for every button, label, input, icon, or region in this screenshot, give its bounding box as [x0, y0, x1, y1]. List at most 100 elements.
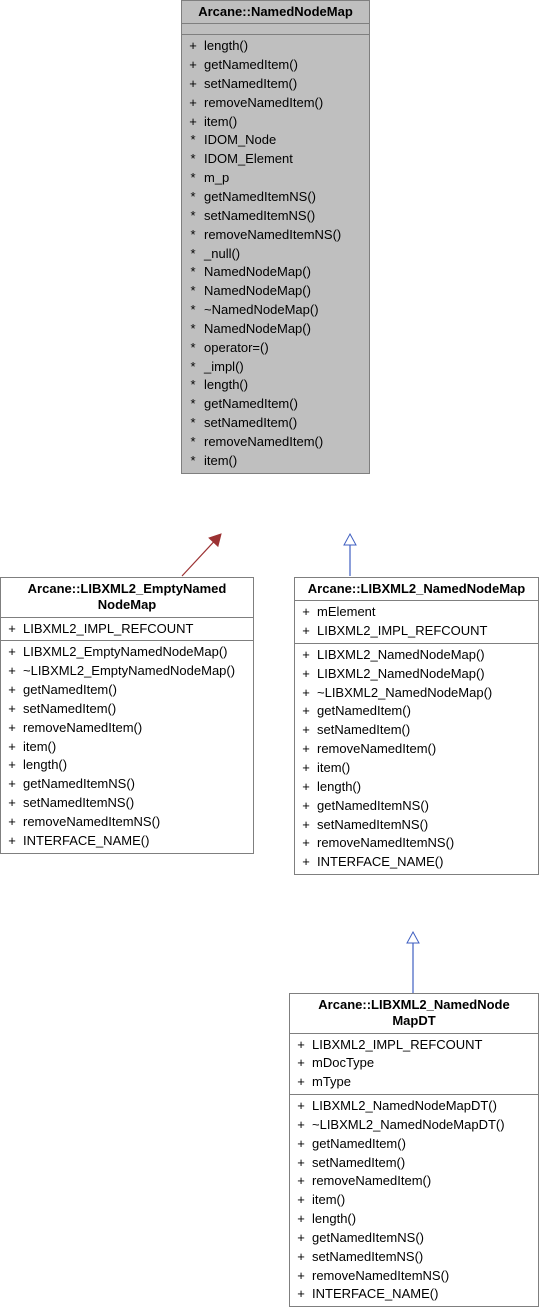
- method-row: +~LIBXML2_NamedNodeMap(): [295, 684, 538, 703]
- visibility-symbol: +: [295, 834, 317, 853]
- method-row: +length(): [1, 756, 253, 775]
- class-box-dt[interactable]: Arcane::LIBXML2_NamedNode MapDT+LIBXML2_…: [289, 993, 539, 1307]
- member-name: _impl(): [204, 358, 369, 377]
- attributes-section: [182, 24, 369, 35]
- visibility-symbol: +: [295, 702, 317, 721]
- member-name: getNamedItem(): [312, 1135, 538, 1154]
- class-box-nnm[interactable]: Arcane::LIBXML2_NamedNodeMap+mElement+LI…: [294, 577, 539, 875]
- visibility-symbol: *: [182, 376, 204, 395]
- visibility-symbol: +: [290, 1191, 312, 1210]
- visibility-symbol: *: [182, 282, 204, 301]
- member-name: removeNamedItem(): [23, 719, 253, 738]
- visibility-symbol: *: [182, 358, 204, 377]
- visibility-symbol: +: [290, 1036, 312, 1055]
- attribute-row: +LIBXML2_IMPL_REFCOUNT: [290, 1036, 538, 1055]
- visibility-symbol: +: [290, 1154, 312, 1173]
- visibility-symbol: *: [182, 301, 204, 320]
- visibility-symbol: *: [182, 263, 204, 282]
- visibility-symbol: *: [182, 245, 204, 264]
- member-name: LIBXML2_EmptyNamedNodeMap(): [23, 643, 253, 662]
- arrowhead-icon: [209, 534, 221, 546]
- member-name: removeNamedItemNS(): [312, 1267, 538, 1286]
- method-row: *operator=(): [182, 339, 369, 358]
- method-row: *removeNamedItemNS(): [182, 226, 369, 245]
- member-name: setNamedItemNS(): [23, 794, 253, 813]
- member-name: setNamedItem(): [312, 1154, 538, 1173]
- visibility-symbol: *: [182, 188, 204, 207]
- method-row: +removeNamedItemNS(): [1, 813, 253, 832]
- attribute-row: +LIBXML2_IMPL_REFCOUNT: [1, 620, 253, 639]
- method-row: +getNamedItemNS(): [1, 775, 253, 794]
- method-row: *removeNamedItem(): [182, 433, 369, 452]
- member-name: setNamedItem(): [23, 700, 253, 719]
- member-name: m_p: [204, 169, 369, 188]
- method-row: *getNamedItemNS(): [182, 188, 369, 207]
- member-name: NamedNodeMap(): [204, 282, 369, 301]
- member-name: INTERFACE_NAME(): [317, 853, 538, 872]
- member-name: item(): [23, 738, 253, 757]
- visibility-symbol: +: [295, 853, 317, 872]
- visibility-symbol: +: [290, 1054, 312, 1073]
- member-name: removeNamedItemNS(): [317, 834, 538, 853]
- member-name: ~LIBXML2_EmptyNamedNodeMap(): [23, 662, 253, 681]
- visibility-symbol: *: [182, 433, 204, 452]
- class-box-empty[interactable]: Arcane::LIBXML2_EmptyNamed NodeMap+LIBXM…: [0, 577, 254, 854]
- member-name: IDOM_Element: [204, 150, 369, 169]
- visibility-symbol: *: [182, 150, 204, 169]
- visibility-symbol: +: [182, 37, 204, 56]
- member-name: LIBXML2_NamedNodeMap(): [317, 665, 538, 684]
- member-name: _null(): [204, 245, 369, 264]
- method-row: +item(): [1, 738, 253, 757]
- visibility-symbol: +: [290, 1073, 312, 1092]
- visibility-symbol: *: [182, 339, 204, 358]
- class-title: Arcane::LIBXML2_NamedNodeMap: [295, 578, 538, 601]
- member-name: setNamedItemNS(): [312, 1248, 538, 1267]
- methods-section: +LIBXML2_NamedNodeMapDT()+~LIBXML2_Named…: [290, 1095, 538, 1306]
- class-title: Arcane::LIBXML2_NamedNode MapDT: [290, 994, 538, 1034]
- attributes-section: +LIBXML2_IMPL_REFCOUNT+mDocType+mType: [290, 1034, 538, 1096]
- visibility-symbol: +: [1, 756, 23, 775]
- method-row: +removeNamedItem(): [290, 1172, 538, 1191]
- method-row: +~LIBXML2_EmptyNamedNodeMap(): [1, 662, 253, 681]
- method-row: *getNamedItem(): [182, 395, 369, 414]
- member-name: setNamedItem(): [317, 721, 538, 740]
- visibility-symbol: +: [295, 797, 317, 816]
- attribute-row: +mElement: [295, 603, 538, 622]
- method-row: +length(): [182, 37, 369, 56]
- attribute-row: +LIBXML2_IMPL_REFCOUNT: [295, 622, 538, 641]
- visibility-symbol: +: [1, 620, 23, 639]
- member-name: LIBXML2_IMPL_REFCOUNT: [312, 1036, 538, 1055]
- visibility-symbol: *: [182, 395, 204, 414]
- visibility-symbol: +: [1, 832, 23, 851]
- methods-section: +LIBXML2_NamedNodeMap()+LIBXML2_NamedNod…: [295, 644, 538, 874]
- visibility-symbol: *: [182, 131, 204, 150]
- method-row: +LIBXML2_NamedNodeMap(): [295, 646, 538, 665]
- member-name: item(): [204, 452, 369, 471]
- method-row: +setNamedItem(): [290, 1154, 538, 1173]
- visibility-symbol: +: [1, 662, 23, 681]
- method-row: *item(): [182, 452, 369, 471]
- member-name: removeNamedItemNS(): [204, 226, 369, 245]
- visibility-symbol: +: [290, 1229, 312, 1248]
- visibility-symbol: +: [290, 1248, 312, 1267]
- method-row: +item(): [295, 759, 538, 778]
- visibility-symbol: +: [295, 603, 317, 622]
- attributes-section: +LIBXML2_IMPL_REFCOUNT: [1, 618, 253, 642]
- visibility-symbol: +: [290, 1172, 312, 1191]
- method-row: +item(): [182, 113, 369, 132]
- visibility-symbol: +: [290, 1097, 312, 1116]
- member-name: getNamedItemNS(): [204, 188, 369, 207]
- member-name: LIBXML2_NamedNodeMapDT(): [312, 1097, 538, 1116]
- arrowhead-icon: [407, 932, 419, 943]
- method-row: *setNamedItem(): [182, 414, 369, 433]
- member-name: setNamedItemNS(): [204, 207, 369, 226]
- visibility-symbol: *: [182, 320, 204, 339]
- member-name: length(): [312, 1210, 538, 1229]
- member-name: removeNamedItem(): [204, 94, 369, 113]
- visibility-symbol: *: [182, 169, 204, 188]
- member-name: IDOM_Node: [204, 131, 369, 150]
- class-box-base[interactable]: Arcane::NamedNodeMap+length()+getNamedIt…: [181, 0, 370, 474]
- member-name: LIBXML2_NamedNodeMap(): [317, 646, 538, 665]
- member-name: setNamedItem(): [204, 414, 369, 433]
- member-name: INTERFACE_NAME(): [23, 832, 253, 851]
